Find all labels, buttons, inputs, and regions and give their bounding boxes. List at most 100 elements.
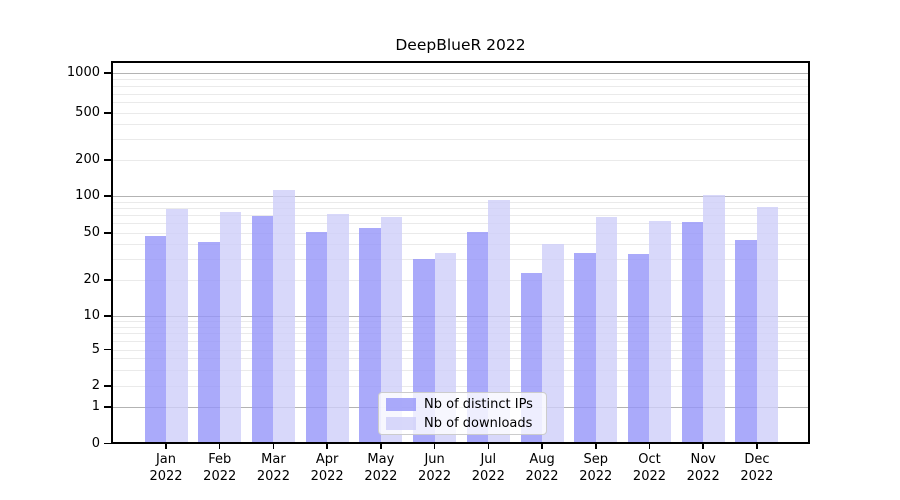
x-tick-month-dec: Dec: [744, 452, 770, 467]
gridline-minor-y8: [113, 326, 808, 328]
x-tick-mark-sep: [595, 444, 597, 449]
x-tick-label-apr: Apr 2022: [295, 452, 359, 485]
x-tick-label-jun: Jun 2022: [403, 452, 467, 485]
x-tick-month-nov: Nov: [690, 452, 716, 467]
legend-swatch-distinct-ips: [386, 397, 416, 411]
gridline-minor-y80: [113, 207, 808, 209]
gridline-minor-y5: [113, 349, 808, 351]
chart-title: DeepBlueR 2022: [395, 36, 526, 54]
x-tick-year-may: 2022: [364, 468, 398, 484]
gridline-minor-y300: [113, 139, 808, 141]
bar-downloads-jul: [488, 200, 510, 442]
y-tick-mark-500: [104, 112, 111, 114]
x-tick-mark-jun: [433, 444, 436, 449]
x-tick-label-dec: Dec 2022: [725, 452, 789, 485]
gridline-minor-y800: [113, 85, 808, 87]
x-tick-mark-jul: [487, 444, 490, 449]
gridline-major-y100: [113, 196, 808, 197]
y-tick-mark-1000: [104, 72, 111, 74]
x-tick-label-nov: Nov 2022: [671, 452, 735, 485]
legend-swatch-downloads: [386, 416, 416, 430]
x-tick-mark-nov: [702, 444, 704, 449]
x-tick-label-may: May 2022: [349, 452, 413, 485]
y-tick-label-0: 0: [91, 435, 100, 451]
x-tick-mark-dec: [756, 444, 758, 449]
gridline-minor-y20: [113, 280, 808, 281]
bar-downloads-may: [380, 216, 403, 442]
y-tick-label-5: 5: [91, 341, 100, 357]
gridline-minor-y6: [113, 340, 808, 342]
bar-distinct-ips-jul: [466, 231, 489, 442]
x-tick-month-jan: Jan: [155, 452, 177, 467]
x-tick-month-feb: Feb: [208, 452, 232, 467]
y-tick-label-500: 500: [75, 105, 100, 120]
gridline-minor-y600: [113, 102, 808, 104]
x-tick-mark-feb: [218, 444, 221, 449]
gridline-minor-y4: [113, 358, 808, 360]
y-tick-mark-100: [104, 195, 111, 197]
x-tick-year-sep: 2022: [579, 468, 613, 484]
x-tick-year-nov: 2022: [686, 468, 720, 484]
bar-downloads-jan: [166, 209, 188, 442]
x-tick-year-dec: 2022: [740, 468, 774, 484]
y-tick-label-10: 10: [83, 308, 100, 323]
x-tick-label-jan: Jan 2022: [134, 452, 198, 485]
x-tick-mark-jan: [165, 444, 167, 449]
x-tick-label-aug: Aug 2022: [510, 452, 574, 485]
gridline-minor-y9: [113, 321, 808, 323]
gridline-minor-y60: [113, 223, 808, 225]
y-tick-mark-200: [104, 159, 111, 161]
bar-distinct-ips-dec: [735, 239, 757, 442]
gridline-minor-y500: [113, 113, 808, 114]
x-tick-label-mar: Mar 2022: [241, 452, 305, 485]
x-tick-month-aug: Aug: [529, 452, 555, 467]
x-tick-month-apr: Apr: [315, 452, 339, 467]
bar-downloads-dec: [756, 206, 779, 442]
x-tick-month-sep: Sep: [583, 452, 608, 467]
y-tick-label-1: 1: [91, 399, 100, 414]
x-tick-month-jun: Jun: [424, 452, 445, 467]
y-tick-mark-0: [104, 442, 111, 445]
x-tick-year-jan: 2022: [149, 468, 183, 484]
gridline-minor-y50: [113, 233, 808, 234]
x-tick-month-may: May: [367, 452, 395, 467]
x-tick-mark-aug: [541, 444, 543, 449]
y-tick-mark-20: [104, 279, 111, 281]
gridline-minor-y900: [113, 79, 808, 81]
legend-label-downloads: Nb of downloads: [424, 415, 533, 431]
x-tick-year-oct: 2022: [632, 468, 667, 484]
y-tick-label-50: 50: [83, 225, 100, 240]
x-tick-mark-apr: [326, 444, 328, 449]
x-tick-mark-may: [380, 444, 382, 449]
bar-downloads-mar: [273, 190, 295, 442]
x-tick-month-jul: Jul: [480, 452, 497, 467]
gridline-minor-y2: [113, 386, 808, 387]
legend-label-distinct-ips: Nb of distinct IPs: [424, 396, 533, 412]
gridline-minor-y40: [113, 244, 808, 246]
y-tick-label-200: 200: [75, 152, 100, 167]
legend: Nb of distinct IPs Nb of downloads: [378, 392, 547, 435]
gridline-minor-y7: [113, 333, 808, 335]
bar-downloads-feb: [219, 212, 242, 442]
legend-item-downloads: Nb of downloads: [386, 415, 539, 431]
bar-distinct-ips-mar: [251, 215, 274, 442]
x-tick-mark-oct: [648, 444, 651, 449]
x-tick-mark-mar: [272, 444, 275, 449]
bar-distinct-ips-feb: [198, 241, 220, 442]
gridline-major-y1000: [113, 73, 808, 74]
gridline-minor-y70: [113, 215, 808, 217]
bar-distinct-ips-oct: [627, 254, 650, 442]
gridline-major-y10: [113, 316, 808, 317]
bar-downloads-oct: [649, 220, 671, 442]
bar-downloads-aug: [542, 244, 564, 442]
y-tick-label-100: 100: [75, 188, 100, 203]
x-tick-label-oct: Oct 2022: [617, 452, 681, 485]
plot-area: [111, 61, 810, 444]
gridline-minor-y400: [113, 124, 808, 126]
legend-item-distinct-ips: Nb of distinct IPs: [386, 396, 539, 412]
bar-downloads-sep: [595, 217, 618, 442]
bar-distinct-ips-sep: [574, 252, 596, 442]
y-tick-label-2: 2: [91, 378, 100, 393]
x-tick-year-mar: 2022: [256, 468, 290, 484]
